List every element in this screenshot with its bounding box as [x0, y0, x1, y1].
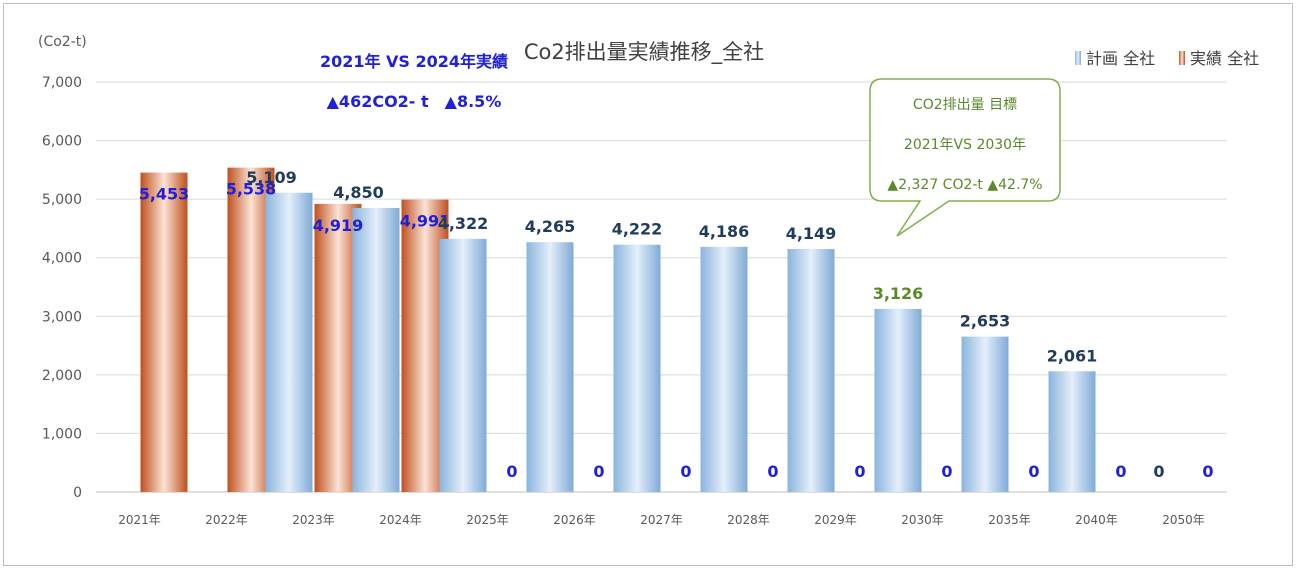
x-tick-label: 2028年: [727, 513, 770, 527]
data-label-actual: 5,538: [226, 180, 277, 199]
y-tick-label: 6,000: [42, 134, 82, 150]
data-label-actual: 4,991: [400, 212, 451, 231]
chart-frame: 0 1,000 2,000 3,000 4,000 5,000 6,000 7,000 5,4…: [3, 3, 1293, 566]
legend-label-plan: 計画 全社: [1086, 49, 1155, 68]
data-label-plan: 4,322: [438, 214, 489, 233]
y-tick-label: 7,000: [42, 75, 82, 91]
legend-item-plan: 計画 全社: [1075, 49, 1155, 68]
x-tick-label: 2026年: [553, 513, 596, 527]
data-label-actual: 0: [767, 462, 778, 481]
callout-line-3: ▲2,327 CO2-t ▲42.7%: [887, 177, 1042, 193]
data-label-plan: 2,653: [960, 312, 1011, 331]
y-tick-label: 0: [73, 485, 82, 501]
x-tick-label: 2050年: [1162, 513, 1205, 527]
x-axis-ticks: 2021年 2022年 2023年 2024年 2025年 2026年 2027年 2028年…: [118, 513, 1205, 527]
x-tick-label: 2024年: [379, 513, 422, 527]
bar-plan: [265, 192, 313, 492]
x-tick-label: 2030年: [901, 513, 944, 527]
legend-label-actual: 実績 全社: [1190, 49, 1259, 68]
bar-actual: [140, 172, 188, 493]
data-label-actual: 0: [593, 462, 604, 481]
compare-annotation-title: 2021年 VS 2024年実績: [320, 52, 508, 71]
legend-swatch-actual: [1179, 51, 1185, 65]
data-label-actual: 0: [1115, 462, 1126, 481]
callout-line-1: CO2排出量 目標: [913, 97, 1017, 113]
bar-plan: [700, 246, 748, 492]
bar-plan: [1048, 371, 1096, 492]
legend: 計画 全社 実績 全社: [1075, 49, 1259, 68]
data-label-plan: 4,265: [525, 217, 576, 236]
x-tick-label: 2025年: [466, 513, 509, 527]
data-label-actual: 0: [506, 462, 517, 481]
bar-plan: [874, 308, 922, 492]
legend-swatch-plan: [1075, 51, 1081, 65]
data-label-plan: 4,850: [333, 183, 384, 202]
x-tick-label: 2021年: [118, 513, 161, 527]
bar-plan: [439, 238, 487, 492]
data-label-actual: 5,453: [139, 185, 190, 204]
data-label-actual: 4,919: [313, 216, 364, 235]
data-label-actual: 0: [1202, 462, 1213, 481]
x-tick-label: 2022年: [205, 513, 248, 527]
target-callout: CO2排出量 目標 2021年VS 2030年 ▲2,327 CO2-t ▲42…: [869, 78, 1061, 237]
data-label-actual: 0: [1028, 462, 1039, 481]
callout-line-2: 2021年VS 2030年: [904, 137, 1026, 153]
co2-bar-chart: 0 1,000 2,000 3,000 4,000 5,000 6,000 7,000 5,4…: [38, 34, 1259, 527]
data-label-plan: 4,186: [699, 222, 750, 241]
y-tick-label: 1,000: [42, 426, 82, 442]
data-label-plan: 4,149: [786, 224, 837, 243]
x-tick-label: 2023年: [292, 513, 335, 527]
data-label-plan: 4,222: [612, 220, 663, 239]
callout-bubble: [869, 78, 1061, 237]
y-axis-label: (Co2-t): [38, 34, 87, 50]
y-tick-label: 2,000: [42, 368, 82, 384]
x-tick-label: 2040年: [1075, 513, 1118, 527]
bar-plan: [613, 244, 661, 492]
bar-plan: [787, 248, 835, 492]
x-tick-label: 2027年: [640, 513, 683, 527]
y-tick-label: 5,000: [42, 192, 82, 208]
chart-title: Co2排出量実績推移_全社: [524, 40, 764, 65]
data-label-plan: 0: [1153, 462, 1164, 481]
data-label-actual: 0: [941, 462, 952, 481]
bars: [140, 167, 1096, 493]
compare-annotation-value: ▲462CO2- t ▲8.5%: [327, 92, 502, 111]
data-label-plan: 2,061: [1047, 346, 1098, 365]
bar-plan: [961, 336, 1009, 492]
data-label-actual: 0: [680, 462, 691, 481]
bar-plan: [352, 207, 400, 492]
data-label-plan: 3,126: [873, 284, 924, 303]
y-tick-label: 4,000: [42, 251, 82, 267]
data-label-plan: 5,109: [246, 168, 297, 187]
y-tick-label: 3,000: [42, 309, 82, 325]
y-axis-ticks: 0 1,000 2,000 3,000 4,000 5,000 6,000 7,000: [42, 75, 82, 501]
x-tick-label: 2035年: [988, 513, 1031, 527]
bar-plan: [526, 242, 574, 492]
data-label-actual: 0: [854, 462, 865, 481]
legend-item-actual: 実績 全社: [1179, 49, 1259, 68]
x-tick-label: 2029年: [814, 513, 857, 527]
